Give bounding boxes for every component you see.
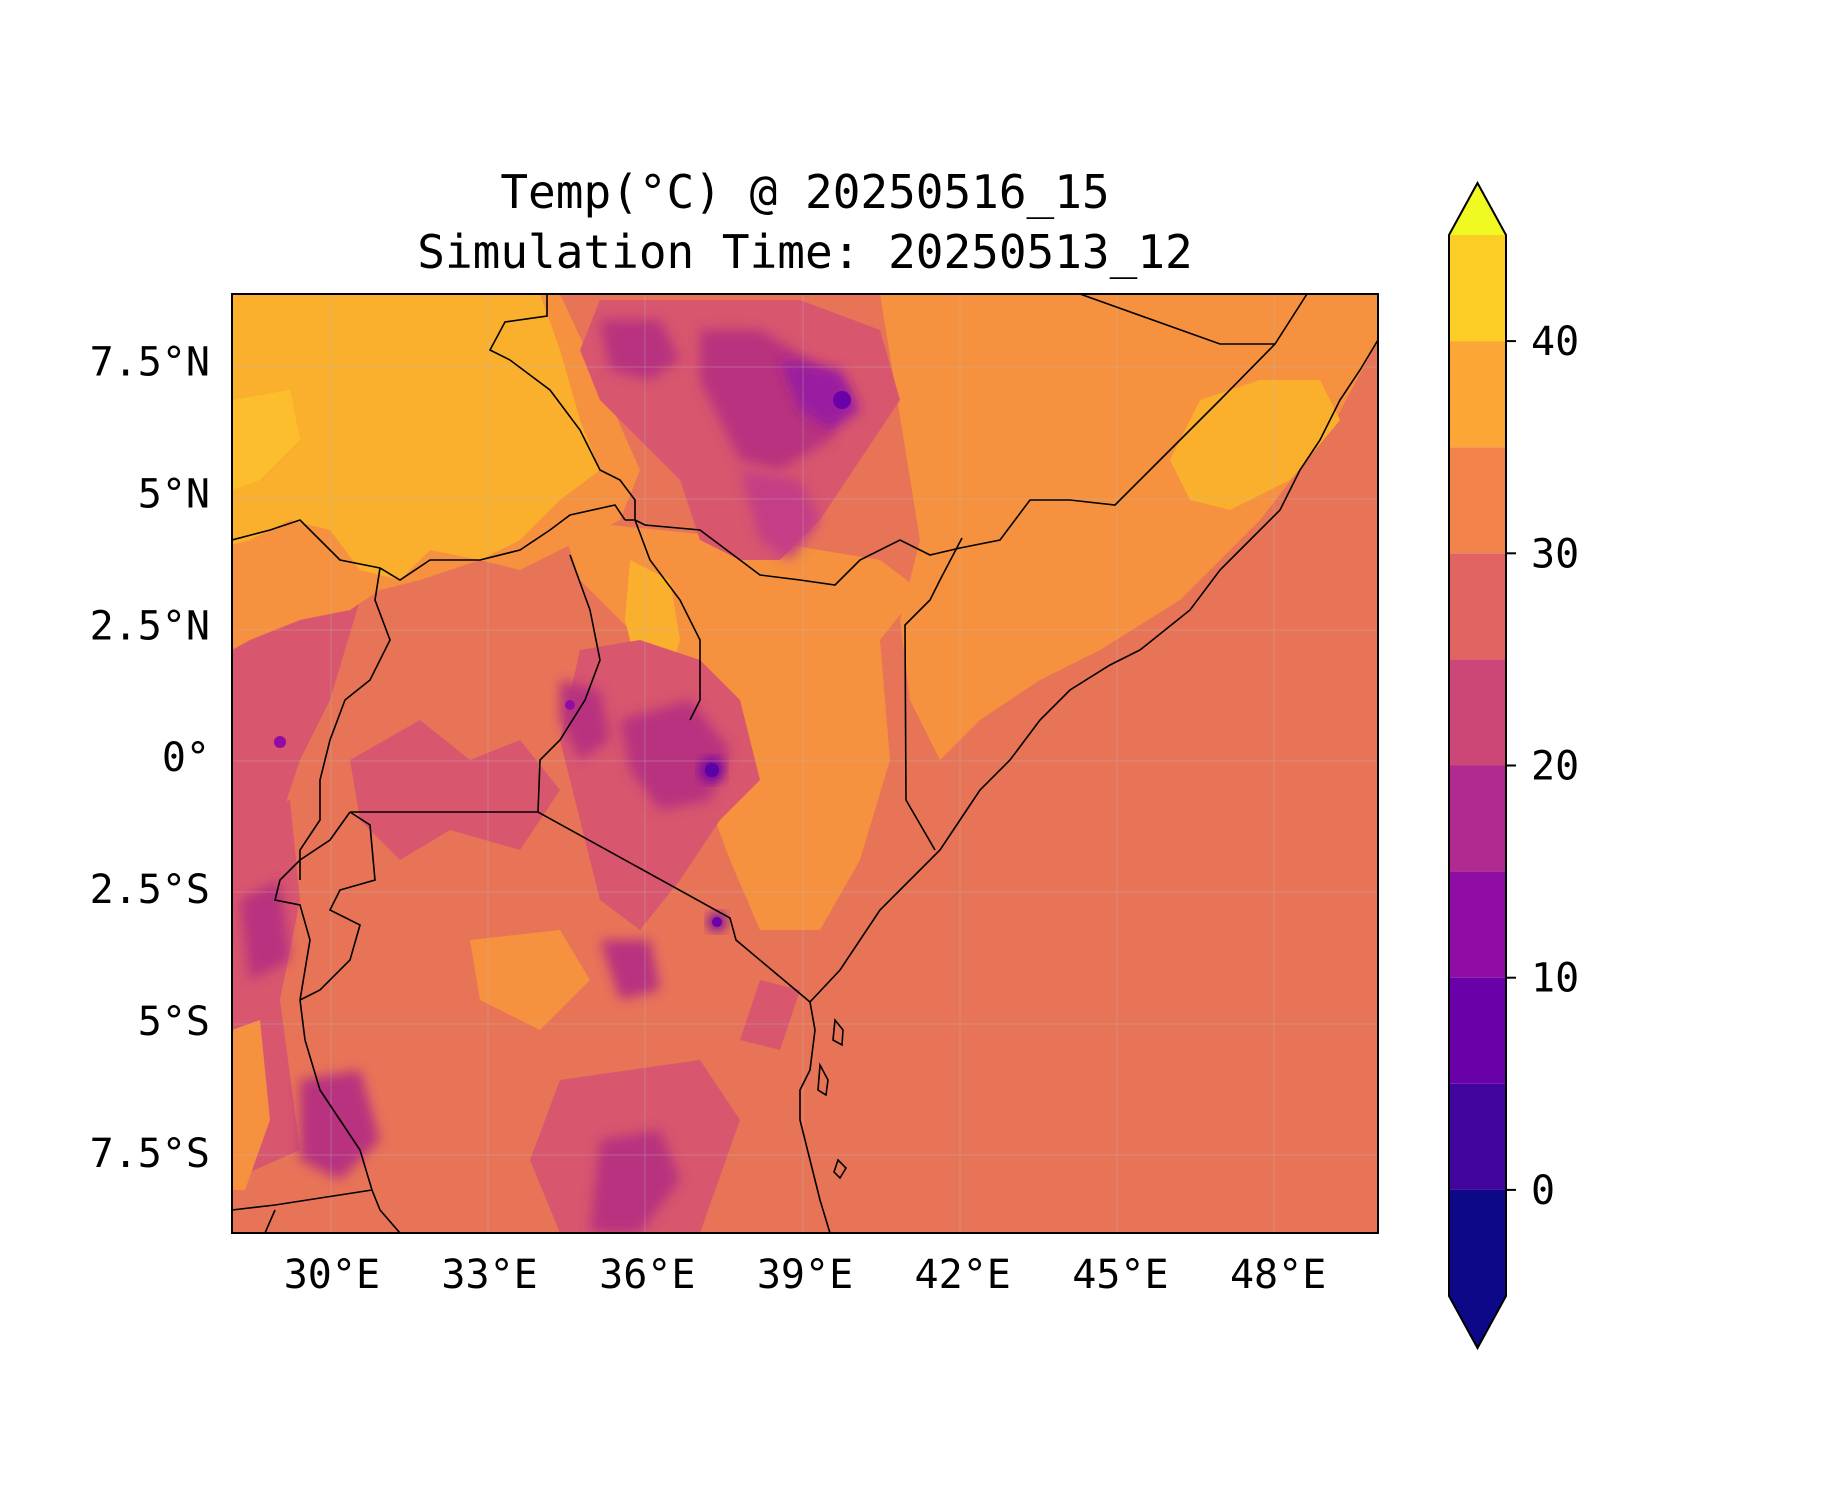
colorbar-segment: [1449, 659, 1506, 766]
latitude-axis: 7.5°N 5°N 2.5°N 0° 2.5°S 5°S 7.5°S: [90, 340, 210, 1177]
y-tick-label: 7.5°N: [90, 340, 210, 386]
y-tick-label: 7.5°S: [90, 1131, 210, 1177]
figure-title-line2: Simulation Time: 20250513_12: [417, 225, 1192, 279]
colorbar-segment: [1449, 765, 1506, 872]
colorbar-extend-low: [1449, 1296, 1506, 1348]
x-tick-label: 36°E: [599, 1252, 695, 1298]
x-tick-label: 33°E: [441, 1252, 537, 1298]
colorbar-extend-high: [1449, 183, 1506, 235]
colorbar-tick-label: 0: [1531, 1168, 1555, 1214]
colorbar-segment: [1449, 553, 1506, 660]
y-tick-label: 5°S: [138, 999, 210, 1045]
x-tick-label: 42°E: [915, 1252, 1011, 1298]
x-tick-label: 45°E: [1072, 1252, 1168, 1298]
colorbar-tick-label: 40: [1531, 319, 1579, 365]
map-frame: [231, 293, 1379, 1234]
y-tick-label: 0°: [162, 735, 210, 781]
colorbar-segment: [1449, 871, 1506, 978]
y-tick-label: 5°N: [138, 471, 210, 517]
x-tick-label: 39°E: [757, 1252, 853, 1298]
country-borders: [232, 294, 1308, 1233]
y-tick-label: 2.5°S: [90, 867, 210, 913]
temperature-colorbar: 0 10 20 30 40: [1448, 180, 1579, 1351]
map-gridlines: [232, 294, 1378, 1233]
colorbar-segment: [1449, 1083, 1506, 1190]
colorbar-tick-label: 30: [1531, 531, 1579, 577]
figure-title-line1: Temp(°C) @ 20250516_15: [500, 165, 1109, 219]
colorbar-segment: [1449, 1189, 1506, 1296]
colorbar-tick-label: 20: [1531, 744, 1579, 790]
colorbar-segment: [1449, 977, 1506, 1084]
colorbar-segment: [1449, 235, 1506, 342]
longitude-axis: 30°E 33°E 36°E 39°E 42°E 45°E 48°E: [284, 1252, 1327, 1298]
x-tick-label: 48°E: [1230, 1252, 1326, 1298]
y-tick-label: 2.5°N: [90, 603, 210, 649]
colorbar-tick-label: 10: [1531, 956, 1579, 1002]
colorbar-outline: [1448, 180, 1507, 1351]
colorbar-segment: [1449, 341, 1506, 448]
coastline: [799, 339, 1378, 1233]
x-tick-label: 30°E: [284, 1252, 380, 1298]
colorbar-segment: [1449, 447, 1506, 554]
temperature-field: [232, 294, 1378, 1233]
